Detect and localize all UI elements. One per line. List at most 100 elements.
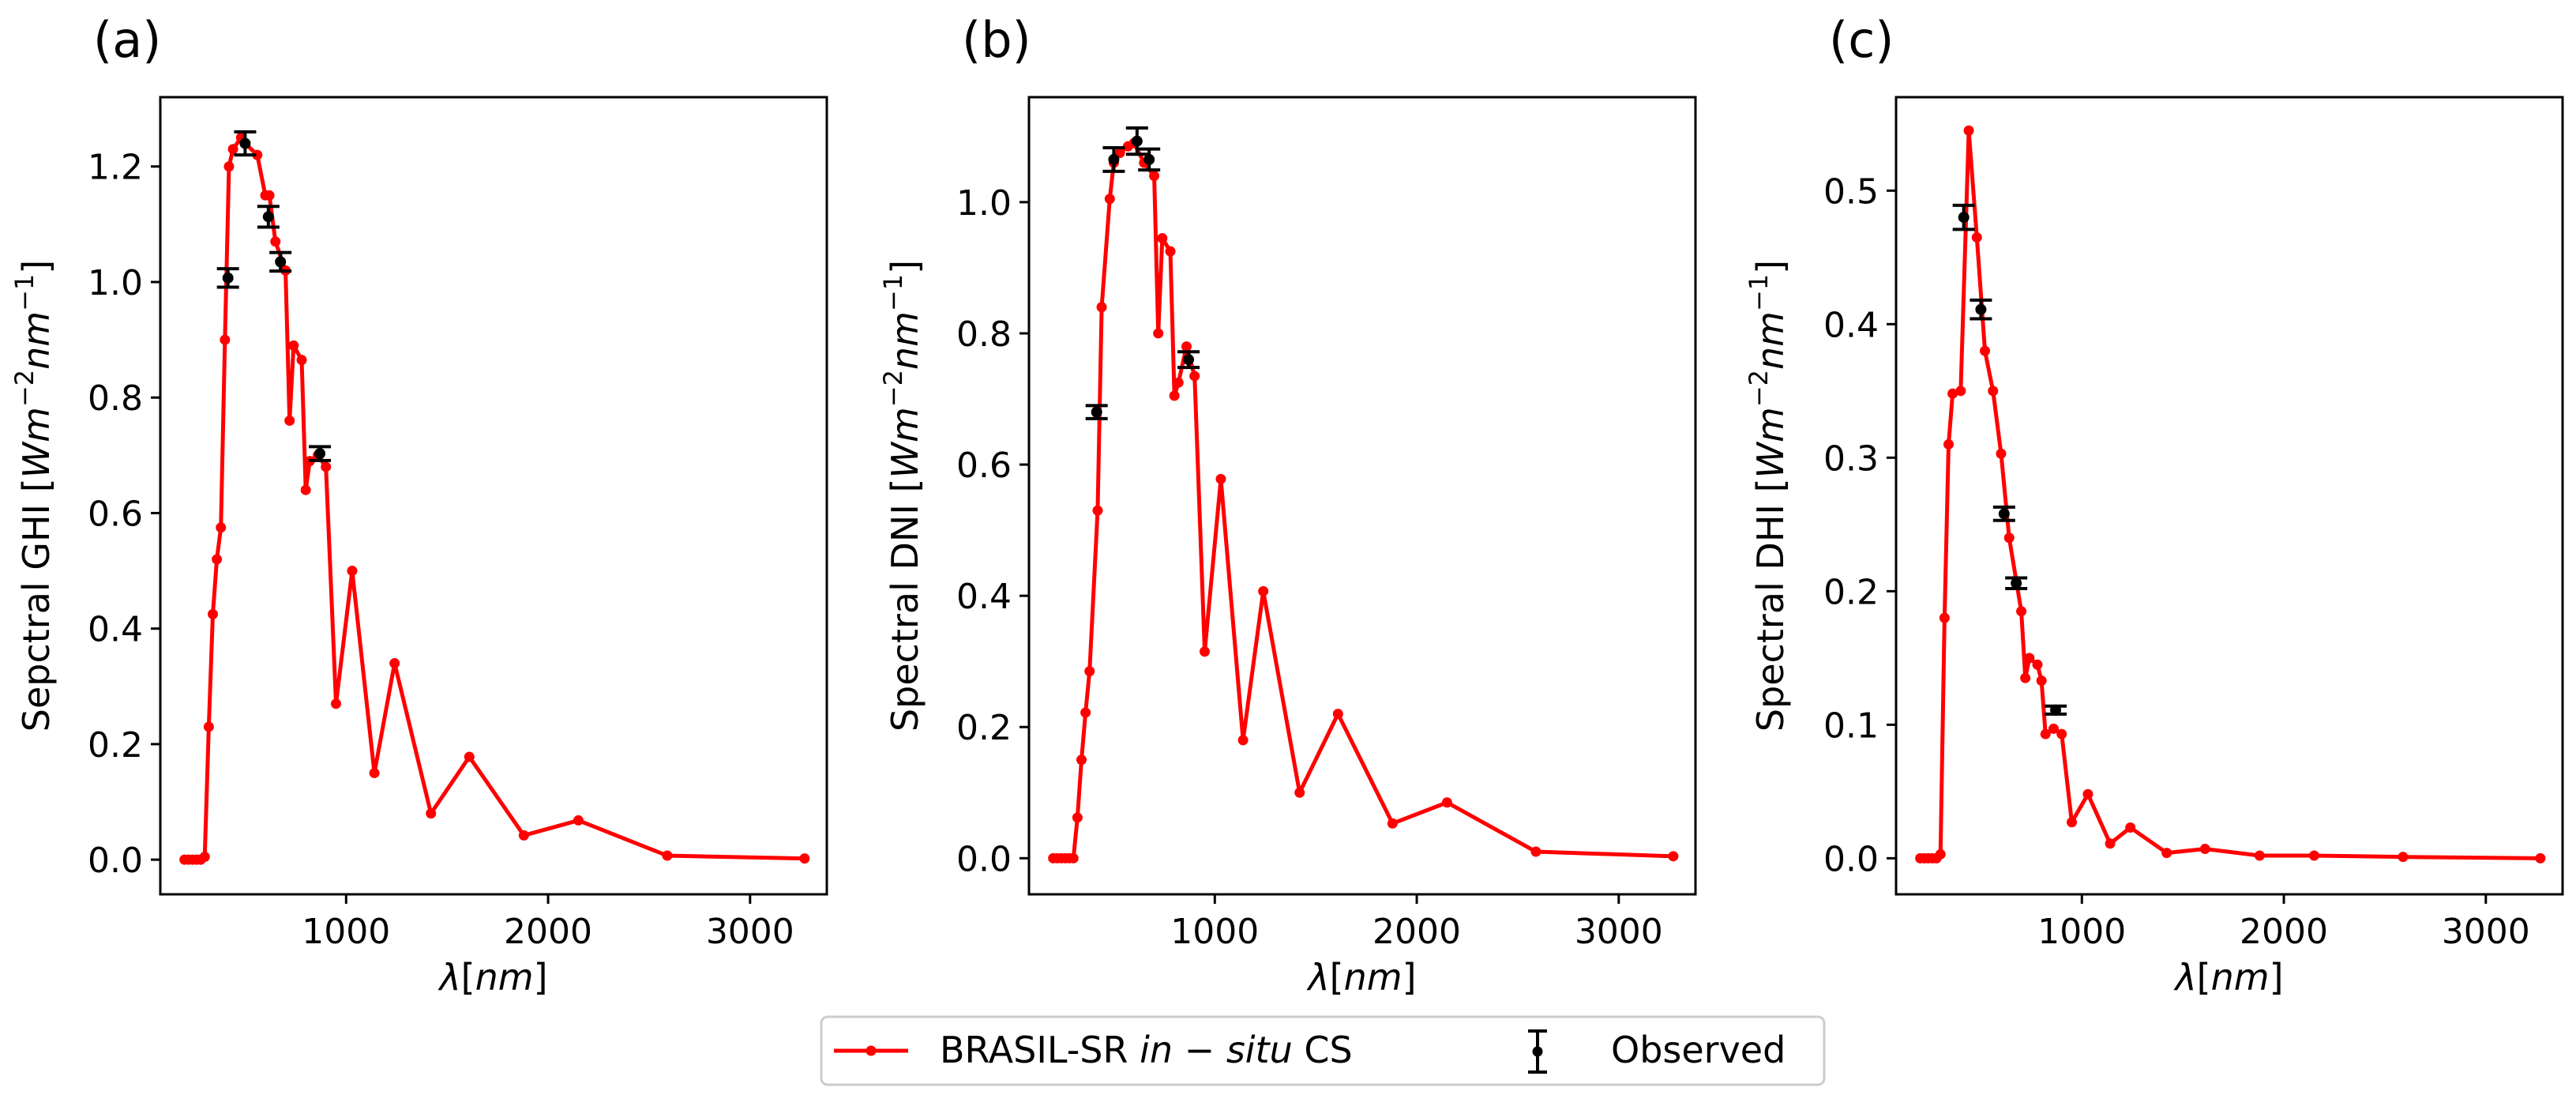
x-axis-label-bracket: [ [1330, 956, 1344, 999]
model-point [331, 698, 342, 709]
observed-point [2011, 578, 2022, 589]
series-line-model [1920, 128, 2540, 860]
x-tick-label: 1000 [2037, 912, 2126, 952]
model-point [1092, 505, 1103, 516]
model-point [2032, 659, 2043, 670]
x-tick-label: 3000 [2442, 912, 2530, 952]
model-point [1200, 646, 1211, 657]
x-tick-label: 1000 [302, 912, 390, 952]
axes-frame [1027, 96, 1697, 896]
panel-label: (a) [93, 11, 161, 69]
model-point [518, 830, 529, 841]
y-axis-label-unit2: nm [1749, 311, 1792, 370]
y-axis-label-unit2: nm [884, 311, 926, 370]
y-axis-label-exp1: −2 [1744, 370, 1774, 407]
y-axis-label-exp2: −1 [1744, 274, 1774, 311]
model-point [2067, 817, 2078, 828]
axes-frame [1894, 96, 2564, 896]
model-point [220, 334, 231, 345]
y-tick-label: 0.5 [1823, 171, 1879, 212]
observed-point [262, 211, 274, 223]
legend: BRASIL-SR in − situ CS Observed [820, 1015, 1826, 1086]
observed-point [1998, 508, 2010, 520]
x-axis-label-symbol: λ [2172, 956, 2196, 999]
model-point [1387, 818, 1398, 829]
model-point [1072, 812, 1083, 823]
model-point [2020, 672, 2031, 683]
observed-point [1091, 406, 1102, 418]
panel-c: (c)1000 2000 30000.00.10.20.30.40.5λ[nm]Sp… [1744, 11, 2564, 999]
x-axis-label-bracket: [ [2197, 956, 2211, 999]
y-axis-label-exp1: −2 [9, 370, 39, 407]
model-point [2199, 844, 2210, 855]
model-point [464, 751, 475, 762]
y-tick-label: 0.4 [956, 577, 1012, 617]
model-point [799, 853, 810, 864]
observed-point [2050, 704, 2062, 716]
model-point [1935, 848, 1946, 860]
y-axis-label-exp2: −1 [878, 274, 908, 311]
legend-label-model: BRASIL-SR in − situ CS [940, 1029, 1353, 1071]
model-point [2016, 606, 2027, 617]
model-point [1153, 328, 1164, 339]
model-point [369, 767, 380, 778]
model-point [223, 161, 235, 172]
model-point [1076, 754, 1087, 766]
observed-point [239, 137, 251, 149]
y-tick-label: 1.0 [88, 263, 143, 303]
model-point [2048, 723, 2059, 734]
model-point [1068, 852, 1079, 864]
model-point [296, 355, 307, 366]
y-axis-label-close: ] [1749, 260, 1792, 274]
model-point [1980, 345, 1991, 356]
y-tick-label: 0.2 [88, 725, 143, 766]
model-point [216, 522, 227, 533]
y-axis-label-text: Spectral DNI [ [884, 479, 926, 732]
legend-label-model-part1: BRASIL-SR [940, 1029, 1140, 1071]
model-point [1955, 386, 1966, 397]
model-point [1963, 125, 1974, 136]
x-axis-label-symbol: λ [437, 956, 460, 999]
model-point [2105, 838, 2116, 849]
model-point [389, 658, 400, 669]
y-tick-label: 0.3 [1823, 438, 1879, 479]
x-axis-label: λ[nm] [437, 956, 547, 999]
observed-point [1108, 153, 1120, 165]
model-point [203, 721, 214, 732]
y-axis-label-close: ] [15, 260, 58, 274]
y-axis-label-text: Sepctral GHI [ [15, 478, 58, 732]
y-tick-label: 0.2 [1823, 572, 1879, 612]
x-axis-label-bracket-close: ] [534, 956, 548, 999]
observed-point [222, 272, 234, 284]
x-axis-label-symbol: λ [1305, 956, 1329, 999]
y-tick-label: 0.6 [88, 494, 143, 534]
x-tick-label: 2000 [504, 912, 592, 952]
model-point [1189, 371, 1200, 382]
model-point [1441, 797, 1452, 808]
x-tick-label: 3000 [1575, 912, 1663, 952]
y-axis-label-exp1: −2 [878, 370, 908, 407]
model-point [199, 851, 210, 862]
model-point [1258, 585, 1269, 596]
legend-frame [820, 1015, 1826, 1086]
model-point [321, 461, 332, 472]
model-point [1173, 377, 1184, 388]
model-point [252, 149, 263, 160]
model-point [2056, 728, 2067, 739]
model-point [1971, 231, 1982, 243]
y-tick-label: 0.0 [956, 839, 1012, 879]
model-point [227, 144, 238, 155]
model-point [2024, 653, 2035, 664]
y-axis-label: Spectral DNI [Wm−2nm−1] [878, 260, 926, 732]
x-axis-label: λ[nm] [2172, 956, 2283, 999]
model-point [1530, 846, 1541, 857]
model-point [1668, 851, 1679, 862]
model-point [2398, 852, 2409, 863]
model-point [1096, 302, 1107, 313]
model-point [2254, 850, 2265, 861]
model-point [1165, 246, 1176, 257]
observed-point [314, 448, 326, 460]
model-point [1157, 233, 1168, 244]
model-point [1080, 707, 1091, 718]
